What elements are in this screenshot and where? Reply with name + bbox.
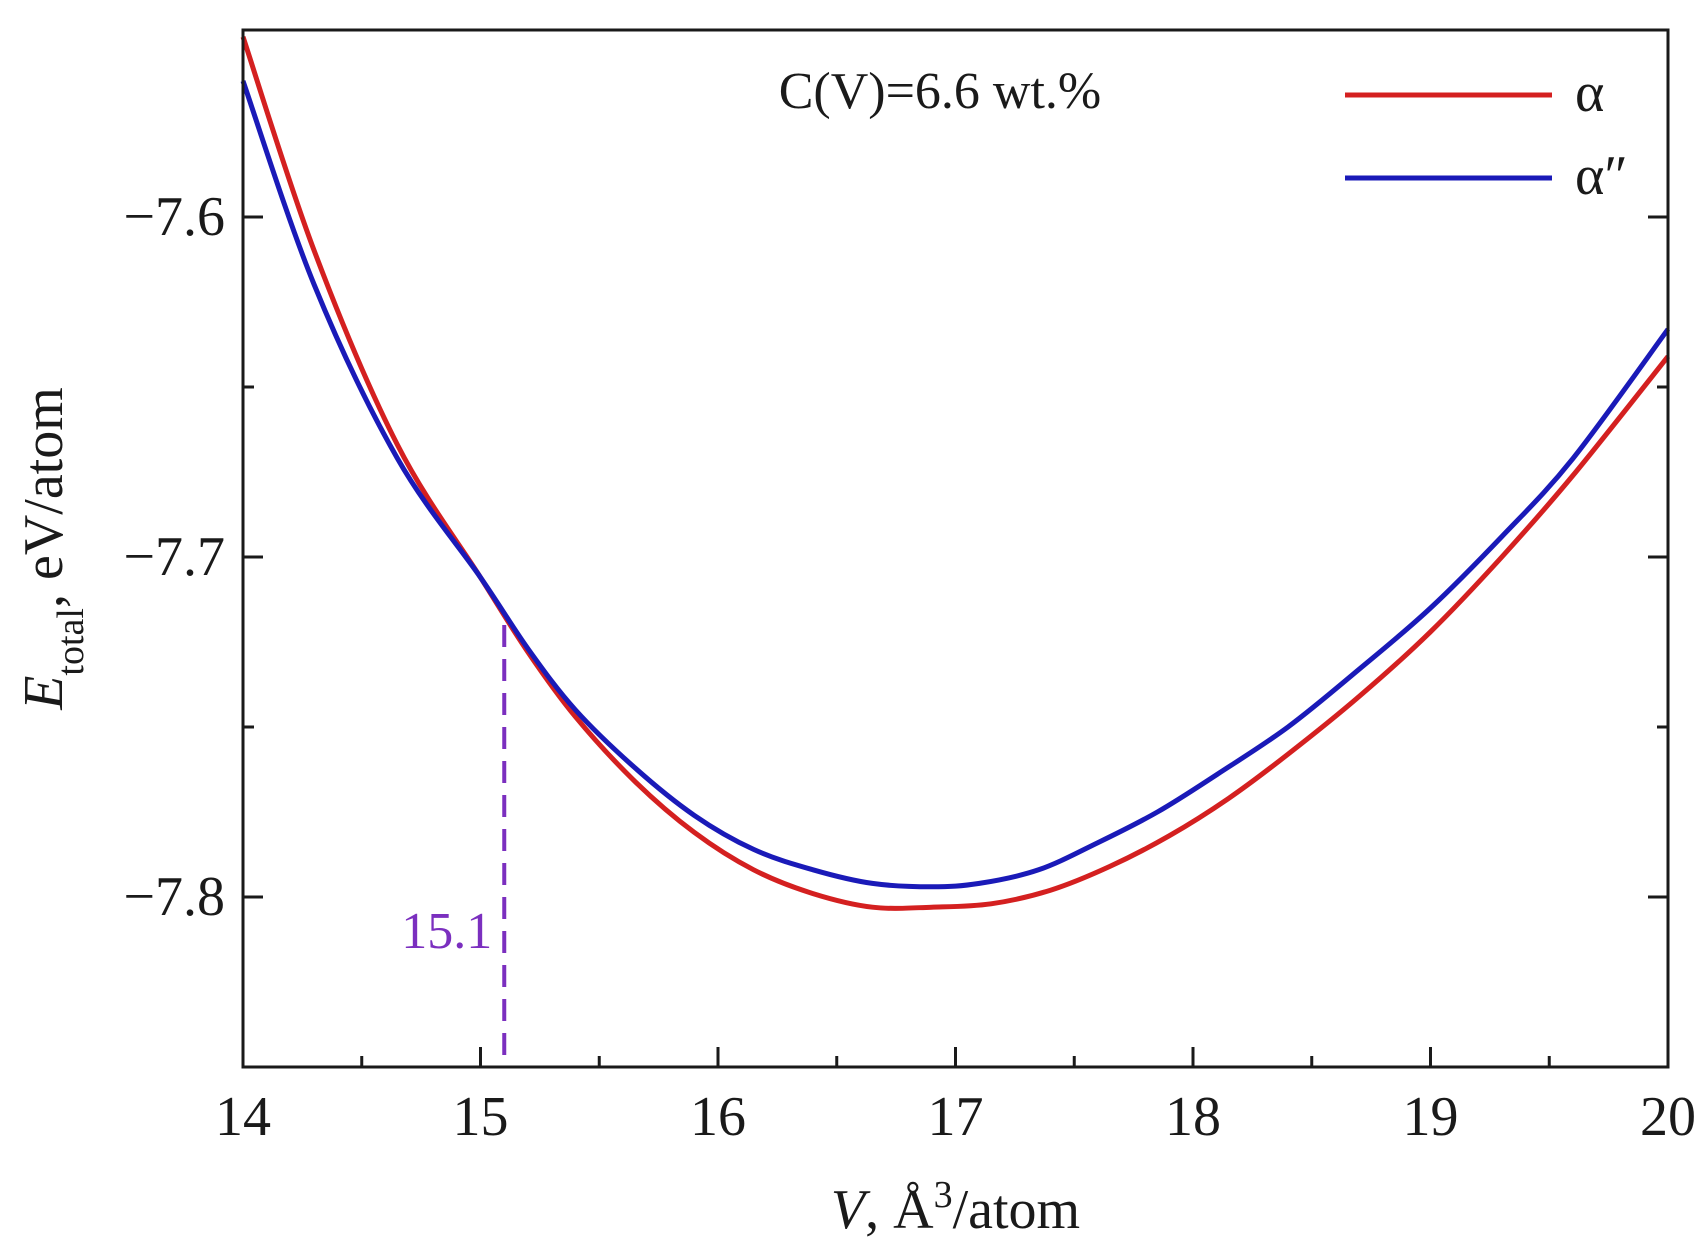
y-axis-label: Etotal, eV/atom (13, 387, 92, 711)
x-axis-unit: , Å (865, 1179, 934, 1241)
marker-label: 15.1 (401, 903, 492, 960)
legend: α α″ (1345, 62, 1628, 207)
series-line-alpha-double-prime (240, 80, 1671, 890)
x-tick-label: 14 (215, 1086, 271, 1148)
series-lines (240, 36, 1671, 911)
x-tick-label: 18 (1165, 1086, 1221, 1148)
y-tick-labels: −7.6 −7.7 −7.8 (123, 186, 225, 928)
series-line-alpha (240, 36, 1670, 911)
y-axis-unit: , eV/atom (13, 387, 75, 608)
y-axis-subscript: total (50, 608, 92, 676)
y-axis-symbol: E (13, 676, 75, 711)
x-tick-label: 16 (690, 1086, 746, 1148)
x-tick-labels: 14 15 16 17 18 19 20 (215, 1086, 1696, 1148)
minor-ticks (243, 385, 1668, 1067)
x-axis-symbol: V (831, 1179, 871, 1241)
x-axis-label: V, Å3/atom (831, 1174, 1080, 1241)
legend-label-alpha-double-prime: α″ (1575, 145, 1628, 207)
y-tick-label: −7.6 (123, 186, 225, 248)
x-axis-unit-sup: 3 (934, 1174, 953, 1216)
x-tick-label: 17 (928, 1086, 984, 1148)
y-tick-label: −7.8 (123, 866, 225, 928)
y-tick-label: −7.7 (123, 526, 225, 588)
x-tick-label: 20 (1640, 1086, 1696, 1148)
x-tick-label: 15 (453, 1086, 509, 1148)
legend-label-alpha: α (1575, 62, 1604, 124)
plot-frame (241, 28, 1670, 1069)
composition-annotation: C(V)=6.6 wt.% (779, 63, 1102, 120)
x-tick-label: 19 (1403, 1086, 1459, 1148)
x-axis-unit-tail: /atom (953, 1179, 1081, 1241)
